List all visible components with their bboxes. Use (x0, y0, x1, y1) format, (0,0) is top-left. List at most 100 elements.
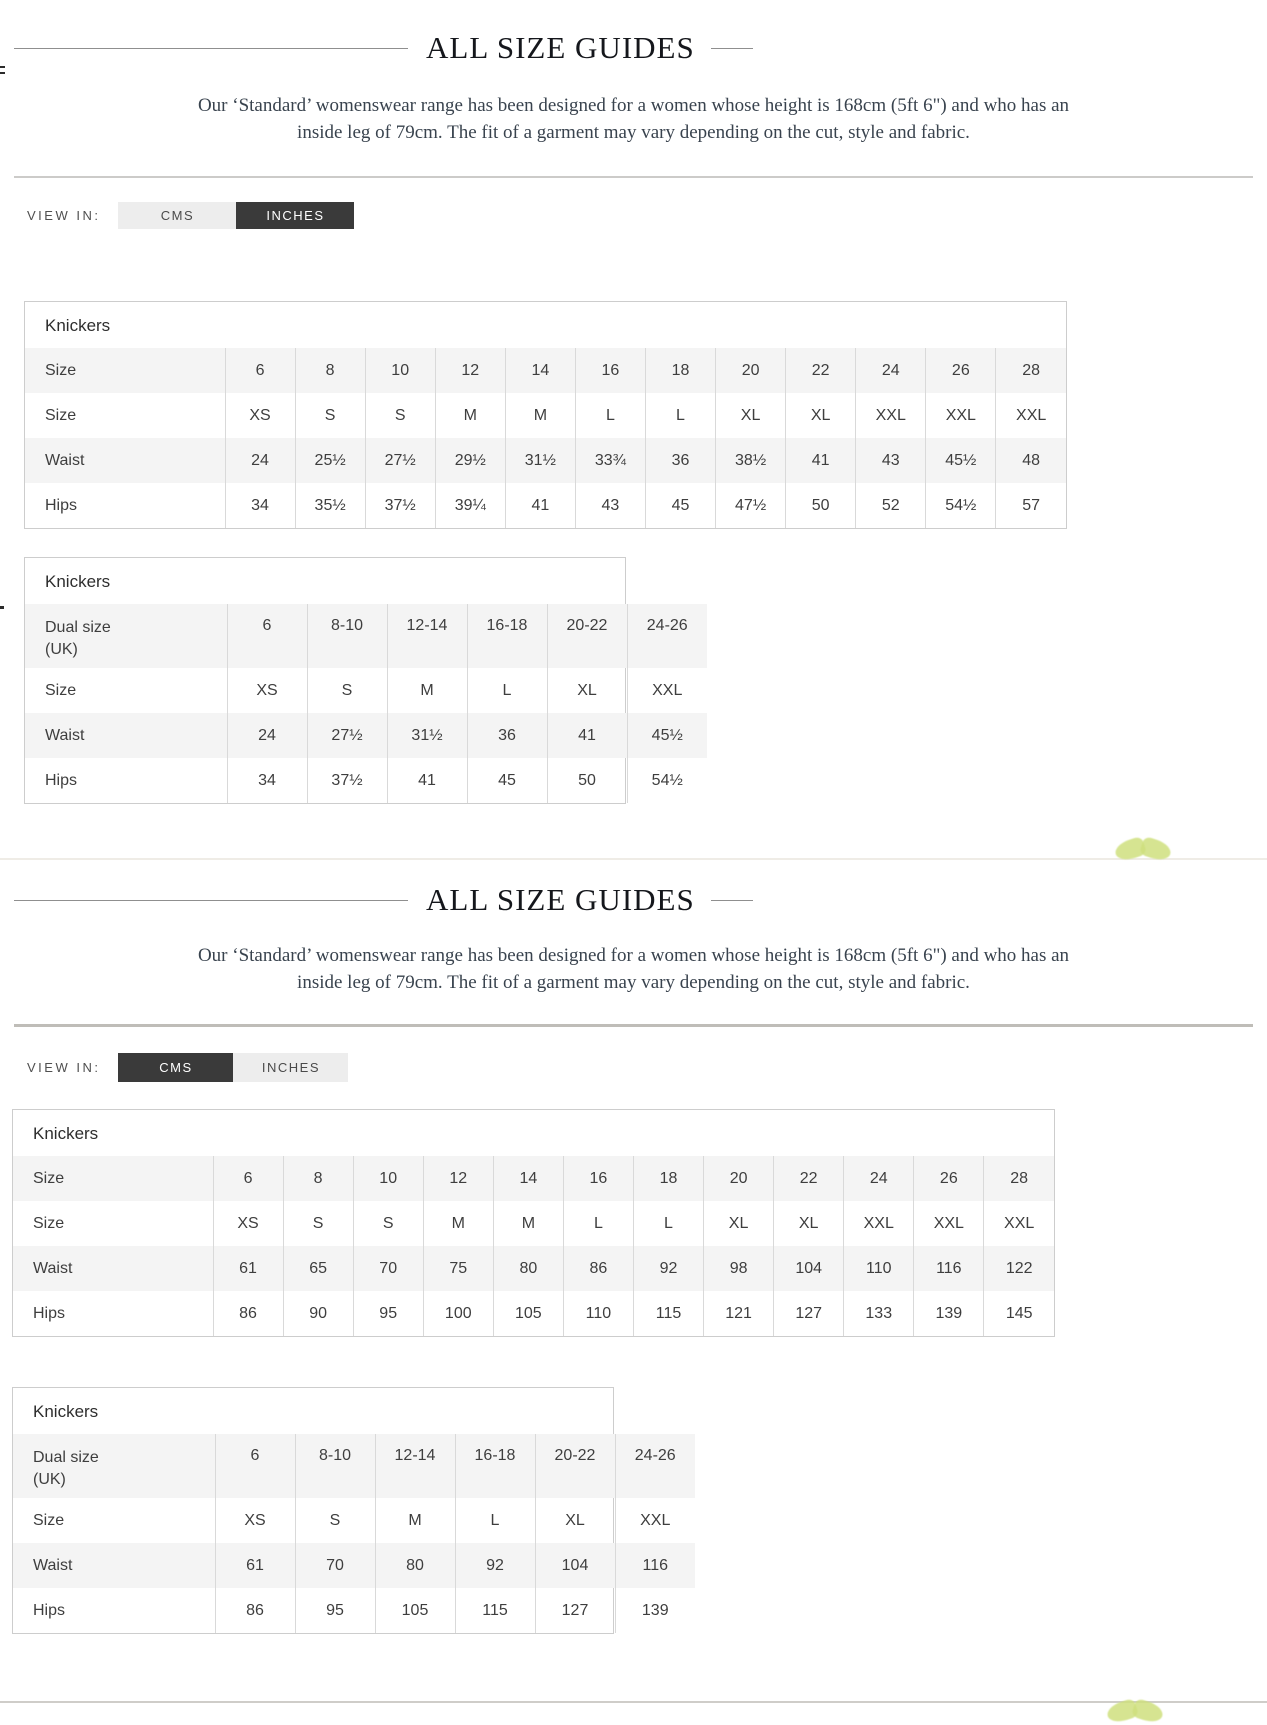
size-cell: 48 (995, 438, 1066, 483)
table-row: Waist 61 70 80 92 104 116 (13, 1543, 695, 1588)
table-row: Dual size (UK) 6 8-10 12-14 16-18 20-22 24-26 (25, 604, 707, 668)
size-cell: 139 (913, 1291, 984, 1336)
size-cell: 104 (773, 1246, 844, 1291)
size-cell: 28 (983, 1156, 1054, 1201)
heading-rule-right (710, 47, 753, 49)
size-cell: 36 (644, 438, 716, 483)
size-cell: 24 (226, 713, 307, 758)
size-cell: 80 (374, 1543, 455, 1588)
size-cell: 116 (614, 1543, 695, 1588)
row-label: Hips (45, 771, 78, 789)
inches-toggle-button[interactable]: INCHES (236, 202, 355, 229)
cms-toggle-button[interactable]: CMS (118, 202, 237, 229)
table-row: Hips 34 37½ 41 45 50 54½ (25, 758, 707, 803)
size-cell: 38½ (715, 438, 786, 483)
size-cell: 14 (504, 348, 576, 393)
size-cell: 65 (282, 1246, 354, 1291)
size-cell: 90 (282, 1291, 354, 1336)
size-cell: 16-18 (454, 1434, 535, 1498)
size-cell: 86 (214, 1588, 295, 1633)
size-cell: XL (773, 1201, 844, 1246)
heading-rule-right (710, 899, 753, 901)
size-cell: 105 (492, 1291, 564, 1336)
size-cell: 47½ (715, 483, 786, 528)
knickers-size-table: Knickers Size 6 8 10 12 14 16 18 20 22 24 26 28 Size X… (12, 1109, 1055, 1337)
size-cell: 145 (983, 1291, 1054, 1336)
size-cell: L (644, 393, 716, 438)
row-label: Hips (45, 496, 78, 514)
intro-line: inside leg of 79cm. The fit of a garment… (297, 972, 970, 993)
table-row: Dual size (UK) 6 8-10 12-14 16-18 20-22 24-26 (13, 1434, 695, 1498)
size-cell: 45 (644, 483, 716, 528)
row-label: Hips (33, 1601, 66, 1619)
size-cell: 45 (466, 758, 547, 803)
size-cell: 29½ (434, 438, 506, 483)
size-cell: 127 (534, 1588, 615, 1633)
size-cell: 54½ (626, 758, 707, 803)
size-cell: 8-10 (306, 604, 387, 668)
size-cell: XXL (614, 1498, 695, 1543)
size-guide-section-inches: ALL SIZE GUIDES Our ‘Standard’ womenswea… (0, 30, 1267, 860)
size-cell: 6 (212, 1156, 284, 1201)
size-cell: 22 (773, 1156, 844, 1201)
table-row: Size 6 8 10 12 14 16 18 20 22 24 26 28 (25, 348, 1066, 393)
size-cell: 41 (386, 758, 467, 803)
table-row: Waist 24 27½ 31½ 36 41 45½ (25, 713, 707, 758)
size-cell: 20 (715, 348, 786, 393)
size-cell: 22 (785, 348, 856, 393)
size-cell: XL (703, 1201, 774, 1246)
size-cell: 35½ (294, 483, 366, 528)
size-cell: 104 (534, 1543, 615, 1588)
size-cell: 37½ (364, 483, 436, 528)
size-cell: 24-26 (626, 604, 707, 668)
size-cell: S (282, 1201, 354, 1246)
size-cell: M (422, 1201, 494, 1246)
page-heading: ALL SIZE GUIDES (14, 30, 1253, 66)
intro-text: Our ‘Standard’ womenswear range has been… (14, 92, 1253, 146)
row-label: Size (45, 406, 77, 424)
size-cell: 115 (454, 1588, 535, 1633)
size-cell: 122 (983, 1246, 1054, 1291)
knickers-dual-size-table: Knickers Dual size (UK) 6 8-10 12-14 16-18 20… (24, 557, 707, 804)
unit-toggle-row: VIEW IN: CMS INCHES (14, 1053, 1253, 1082)
size-cell: 36 (466, 713, 547, 758)
row-label: Size (45, 681, 77, 699)
row-label: Waist (45, 726, 85, 744)
size-cell: 115 (632, 1291, 704, 1336)
size-cell: 95 (352, 1291, 424, 1336)
heading-rule-left (14, 899, 408, 901)
size-cell: 8-10 (294, 1434, 375, 1498)
size-cell: 50 (785, 483, 856, 528)
size-cell: 12 (434, 348, 506, 393)
size-cell: 57 (995, 483, 1066, 528)
row-label: Waist (45, 451, 85, 469)
cms-toggle-button[interactable]: CMS (118, 1053, 234, 1082)
size-cell: 28 (995, 348, 1066, 393)
table-row: Size 6 8 10 12 14 16 18 20 22 24 26 28 (13, 1156, 1054, 1201)
size-cell: XL (785, 393, 856, 438)
size-cell: 105 (374, 1588, 455, 1633)
section-divider (0, 1701, 1267, 1703)
row-label: Dual size (UK) (45, 619, 111, 658)
size-cell: 6 (214, 1434, 295, 1498)
size-cell: M (492, 1201, 564, 1246)
row-label: Size (33, 1214, 65, 1232)
size-cell: 61 (212, 1246, 284, 1291)
size-cell: 8 (294, 348, 366, 393)
size-cell: 92 (632, 1246, 704, 1291)
table-title: Knickers (25, 302, 1066, 348)
table-row: Size XS S S M M L L XL XL XXL XXL XXL (25, 393, 1066, 438)
size-cell: 6 (226, 604, 307, 668)
row-label: Size (33, 1511, 65, 1529)
size-cell: XL (546, 668, 627, 713)
size-cell: 45½ (925, 438, 996, 483)
view-in-label: VIEW IN: (27, 208, 101, 223)
inches-toggle-button[interactable]: INCHES (233, 1053, 349, 1082)
page-title: ALL SIZE GUIDES (426, 882, 695, 917)
size-cell: XS (214, 1498, 295, 1543)
size-cell: 86 (562, 1246, 634, 1291)
size-cell: XXL (925, 393, 996, 438)
size-cell: 16-18 (466, 604, 547, 668)
size-cell: 110 (562, 1291, 634, 1336)
size-cell: 41 (785, 438, 856, 483)
